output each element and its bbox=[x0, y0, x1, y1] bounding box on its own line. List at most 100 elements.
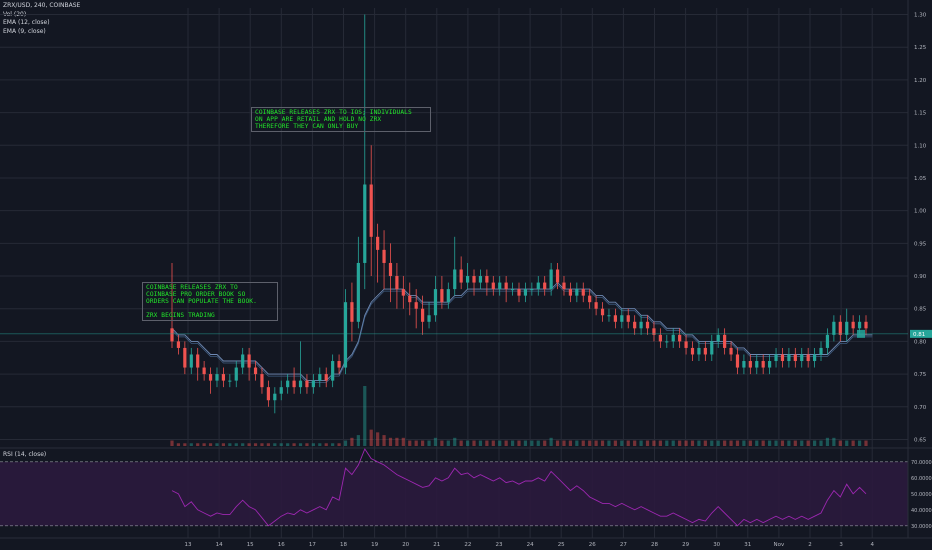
volume-bar bbox=[266, 443, 270, 446]
candle-body bbox=[819, 347, 823, 355]
candle-body bbox=[305, 380, 309, 388]
candle-body bbox=[710, 341, 714, 355]
volume-bar bbox=[369, 429, 373, 446]
volume-bar bbox=[433, 437, 438, 446]
volume-bar bbox=[607, 440, 611, 446]
volume-bar bbox=[382, 435, 386, 446]
volume-bar bbox=[549, 437, 553, 446]
rsi-label[interactable]: RSI (14, close) bbox=[3, 451, 47, 458]
candle-body bbox=[408, 295, 412, 303]
volume-bar bbox=[343, 440, 348, 446]
volume-bar bbox=[575, 440, 579, 446]
candle-body bbox=[273, 393, 277, 401]
time-tick-label: 15 bbox=[247, 542, 254, 548]
candle-body bbox=[755, 361, 759, 368]
volume-bar bbox=[247, 443, 251, 446]
volume-bar bbox=[253, 443, 258, 446]
candle-body bbox=[742, 361, 746, 368]
candle-body bbox=[221, 374, 226, 381]
current-price-tag bbox=[910, 329, 932, 338]
volume-bar bbox=[633, 440, 637, 446]
candle-body bbox=[703, 347, 707, 355]
volume-bar bbox=[819, 440, 823, 446]
volume-bar bbox=[183, 443, 187, 446]
volume-bar bbox=[421, 440, 425, 446]
volume-bar bbox=[645, 440, 650, 446]
candle-body bbox=[549, 269, 553, 290]
candle-body bbox=[543, 282, 547, 290]
candle-body bbox=[838, 321, 842, 335]
time-tick-label: 26 bbox=[589, 542, 596, 548]
candle-body bbox=[633, 321, 637, 329]
volume-bar bbox=[401, 437, 405, 446]
annotation-pro-release[interactable]: COINBASE RELEASES ZRX TO COINBASE PRO OR… bbox=[142, 282, 278, 321]
candle-body bbox=[825, 334, 830, 348]
candle-body bbox=[857, 321, 862, 329]
candle-body bbox=[292, 380, 296, 388]
symbol-line[interactable]: ZRX/USD, 240, COINBASE bbox=[3, 2, 81, 9]
volume-bar bbox=[228, 443, 232, 446]
candle-body bbox=[600, 308, 605, 316]
candle-body bbox=[568, 289, 573, 296]
volume-bar bbox=[376, 432, 380, 446]
volume-bar bbox=[543, 440, 547, 446]
time-tick-label: 18 bbox=[340, 542, 347, 548]
candle-body bbox=[774, 354, 778, 362]
candle-body bbox=[678, 334, 682, 342]
volume-bar bbox=[761, 440, 765, 446]
volume-bar bbox=[176, 443, 181, 446]
volume-bar bbox=[388, 437, 393, 446]
candle-body bbox=[851, 321, 855, 329]
volume-bar bbox=[510, 440, 515, 446]
volume-bar bbox=[414, 440, 418, 446]
candle-body bbox=[279, 387, 283, 394]
candle-body bbox=[588, 295, 592, 303]
candle-body bbox=[318, 374, 322, 381]
volume-bar bbox=[189, 443, 193, 446]
time-tick-label: 28 bbox=[651, 542, 658, 548]
time-tick-label: 14 bbox=[216, 542, 223, 548]
indicator-ema12[interactable]: EMA (12, close) bbox=[3, 19, 50, 26]
time-tick-label: 23 bbox=[496, 542, 503, 548]
volume-bar bbox=[806, 440, 810, 446]
candle-body bbox=[793, 354, 797, 362]
candle-body bbox=[478, 276, 483, 283]
candle-body bbox=[331, 361, 335, 381]
candle-body bbox=[530, 289, 534, 291]
volume-bar bbox=[800, 440, 804, 446]
time-tick-label: 29 bbox=[682, 542, 689, 548]
annotation-ios-release[interactable]: COINBASE RELEASES ZRX TO IOS; INDIVIDUAL… bbox=[251, 107, 431, 132]
volume-bar bbox=[864, 440, 868, 446]
volume-bar bbox=[208, 443, 213, 446]
candle-body bbox=[665, 341, 669, 343]
indicator-ema9[interactable]: EMA (9, close) bbox=[3, 27, 46, 35]
candle-body bbox=[337, 361, 341, 368]
volume-bar bbox=[697, 440, 701, 446]
time-tick-label: 3 bbox=[839, 542, 843, 548]
candle-body bbox=[376, 236, 380, 250]
candle-body bbox=[350, 302, 354, 322]
candle-body bbox=[626, 315, 630, 322]
volume-bar bbox=[234, 443, 238, 446]
candle-body bbox=[697, 347, 701, 355]
candle-body bbox=[761, 361, 765, 368]
candle-body bbox=[498, 282, 502, 290]
volume-bar bbox=[485, 440, 489, 446]
volume-bar bbox=[273, 443, 277, 446]
volume-bar bbox=[600, 440, 605, 446]
volume-bar bbox=[498, 440, 502, 446]
indicator-vol[interactable]: Vol (20) bbox=[3, 10, 27, 18]
volume-bar bbox=[703, 440, 707, 446]
candle-body bbox=[298, 380, 303, 388]
candle-body bbox=[581, 289, 585, 296]
candle-body bbox=[202, 367, 206, 375]
candle-body bbox=[787, 354, 791, 362]
candle-body bbox=[260, 374, 264, 388]
volume-bar bbox=[780, 440, 785, 446]
candle-body bbox=[652, 328, 656, 335]
candle-body bbox=[433, 289, 438, 316]
volume-bar bbox=[787, 440, 791, 446]
volume-bar bbox=[536, 440, 540, 446]
